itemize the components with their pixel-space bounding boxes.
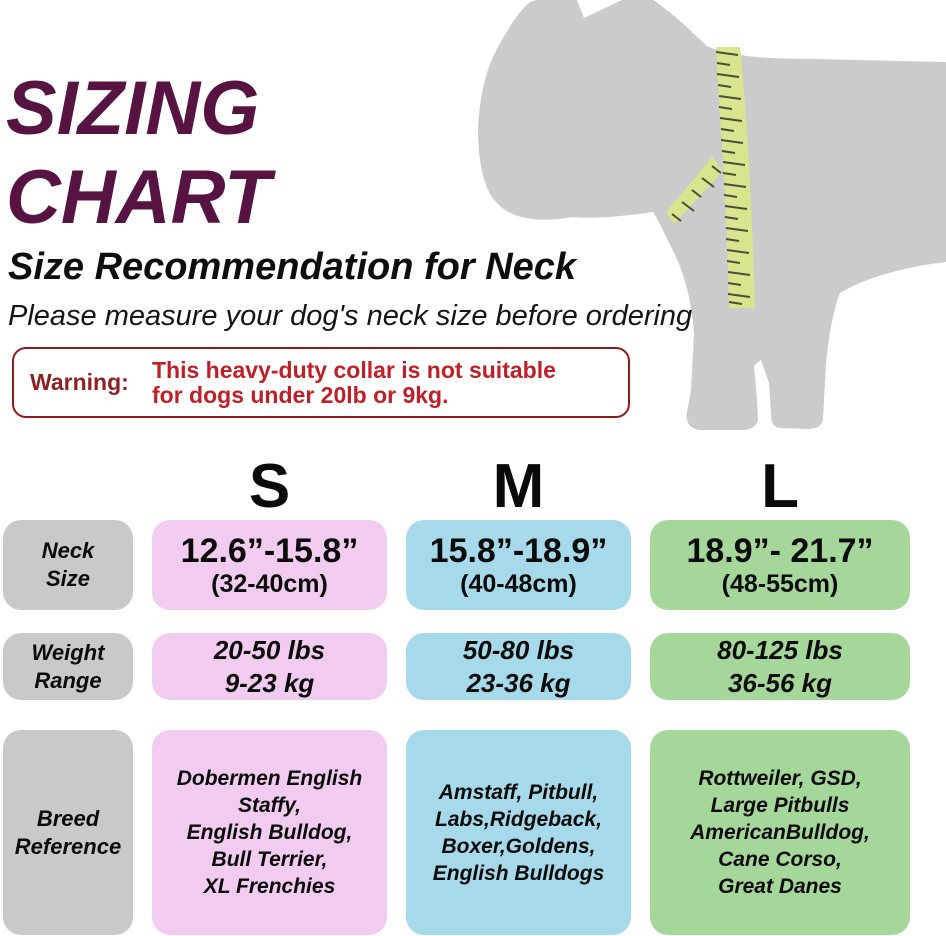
breed-l-line1: Rottweiler, GSD, <box>698 767 862 790</box>
breed-m-line2: Labs,Ridgeback, <box>435 807 602 831</box>
breed-reference-m-cell: Amstaff, Pitbull, Labs,Ridgeback, Boxer,… <box>406 730 631 935</box>
weight-range-l-cell: 80-125 lbs 36-56 kg <box>650 633 910 700</box>
neck-size-l-cm: (48-55cm) <box>721 570 839 598</box>
breed-s-line5: XL Frenchies <box>203 875 336 898</box>
weight-m-lbs: 50-80 lbs <box>462 634 575 665</box>
breed-m-line1: Amstaff, Pitbull, <box>438 780 599 804</box>
neck-size-l-inches: 18.9”- 21.7” <box>686 532 874 570</box>
warning-message-line1: This heavy-duty collar is not suitable <box>152 356 556 383</box>
page-subtitle: Size Recommendation for Neck <box>8 246 577 288</box>
weight-l-lbs: 80-125 lbs <box>717 634 843 665</box>
size-header-s: S <box>248 452 291 521</box>
size-header-spacer <box>3 456 133 518</box>
neck-size-m-inches: 15.8”-18.9” <box>429 532 608 570</box>
warning-label: Warning: <box>30 369 129 395</box>
sizing-table: S M L Neck Size 12.6”-15.8” (32-40cm) 15… <box>3 456 910 935</box>
size-header-row: S M L <box>3 456 910 518</box>
dog-body-shape <box>478 0 946 430</box>
neck-size-s-inches: 12.6”-15.8” <box>180 532 359 570</box>
warning-message-line2: for dogs under 20lb or 9kg. <box>152 381 449 408</box>
page-title: SIZING CHART <box>6 64 271 242</box>
breed-l-line2: Large Pitbulls <box>710 794 850 817</box>
neck-size-row: Neck Size 12.6”-15.8” (32-40cm) 15.8”-18… <box>3 520 910 610</box>
neck-size-m-cm: (40-48cm) <box>460 570 577 598</box>
measure-note: Please measure your dog's neck size befo… <box>8 300 693 332</box>
breed-reference-row: Breed Reference Dobermen English Staffy,… <box>3 730 910 935</box>
breed-m-line3: Boxer,Goldens, <box>441 834 596 858</box>
breed-s-line3: English Bulldog, <box>186 821 353 844</box>
breed-reference-row-label: Breed Reference <box>3 730 133 935</box>
weight-s-lbs: 20-50 lbs <box>213 634 326 665</box>
weight-range-row: Weight Range 20-50 lbs 9-23 kg 50-80 lbs… <box>3 633 910 700</box>
breed-reference-l-cell: Rottweiler, GSD, Large Pitbulls American… <box>650 730 910 935</box>
neck-size-s-cell: 12.6”-15.8” (32-40cm) <box>152 520 387 610</box>
weight-label-line1: Weight <box>31 639 105 665</box>
measuring-tape-strip <box>716 47 755 308</box>
weight-range-s-cell: 20-50 lbs 9-23 kg <box>152 633 387 700</box>
breed-l-line5: Great Danes <box>718 875 842 898</box>
neck-size-l-cell: 18.9”- 21.7” (48-55cm) <box>650 520 910 610</box>
weight-range-row-label: Weight Range <box>3 633 133 700</box>
weight-l-kg: 36-56 kg <box>727 667 833 698</box>
neck-label-line1: Neck <box>41 538 95 563</box>
page-title-line1: SIZING <box>6 66 260 151</box>
weight-range-m-cell: 50-80 lbs 23-36 kg <box>406 633 631 700</box>
breed-label-line2: Reference <box>14 833 122 859</box>
breed-s-line2: Staffy, <box>237 794 302 817</box>
breed-m-line4: English Bulldogs <box>432 861 605 885</box>
tape-tick-marks <box>671 51 751 305</box>
warning-message: This heavy-duty collar is not suitable f… <box>152 356 556 408</box>
breed-l-line4: Cane Corso, <box>718 848 842 871</box>
breed-s-line4: Bull Terrier, <box>211 848 328 871</box>
warning-box: Warning: This heavy-duty collar is not s… <box>12 347 630 418</box>
breed-label-line1: Breed <box>36 805 100 831</box>
neck-size-s-cm: (32-40cm) <box>211 570 328 598</box>
breed-l-line3: AmericanBulldog, <box>690 821 870 844</box>
weight-label-line2: Range <box>34 667 102 693</box>
weight-m-kg: 23-36 kg <box>466 667 571 698</box>
neck-size-m-cell: 15.8”-18.9” (40-48cm) <box>406 520 631 610</box>
weight-s-kg: 9-23 kg <box>224 667 315 698</box>
breed-reference-s-cell: Dobermen English Staffy, English Bulldog… <box>152 730 387 935</box>
page-title-line2: CHART <box>6 155 271 240</box>
size-header-m: M <box>492 452 545 521</box>
neck-label-line2: Size <box>45 566 91 591</box>
dog-silhouette-illustration <box>478 0 946 430</box>
neck-size-row-label: Neck Size <box>3 520 133 610</box>
size-header-l: L <box>761 452 799 521</box>
breed-s-line1: Dobermen English <box>176 767 363 790</box>
measuring-tape-branch <box>666 156 722 224</box>
